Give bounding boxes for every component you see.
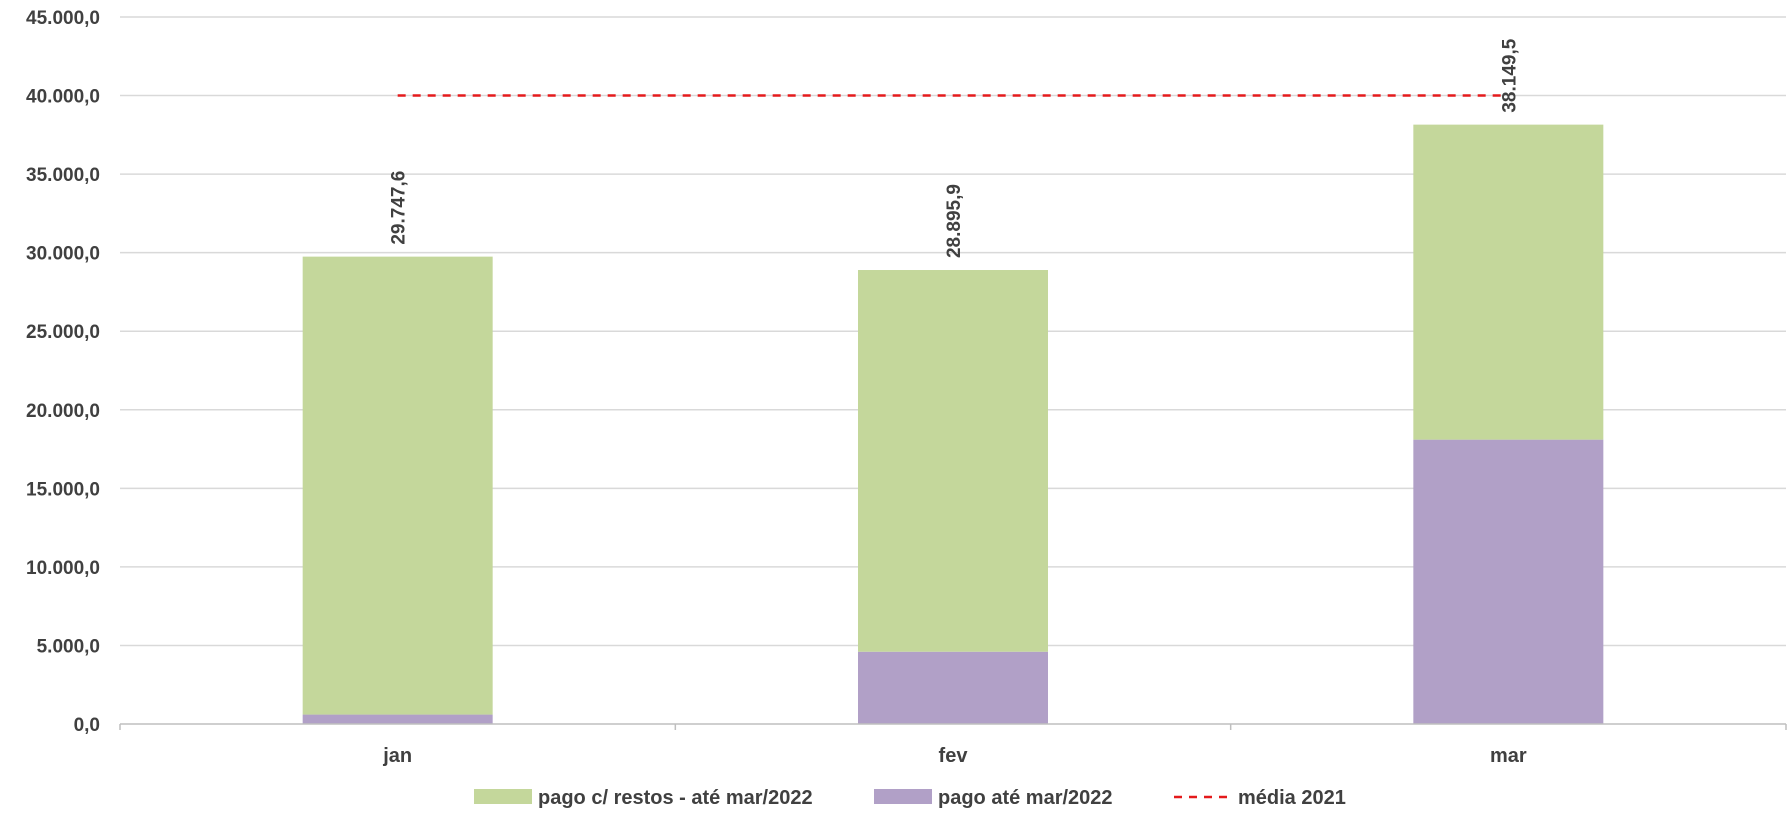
- y-tick-label: 35.000,0: [26, 165, 100, 186]
- total-data-label: 29.747,6: [389, 171, 410, 245]
- y-tick-label: 5.000,0: [37, 636, 100, 657]
- y-tick-label: 10.000,0: [26, 558, 100, 579]
- legend: pago c/ restos - até mar/2022 pago até ma…: [474, 787, 1346, 809]
- legend-swatch: [474, 789, 532, 804]
- y-axis-tick-labels: 0,0 5.000,0 10.000,0 15.000,0 20.000,0 25.000…: [26, 8, 100, 736]
- x-category-label: fev: [939, 745, 969, 767]
- y-tick-label: 45.000,0: [26, 8, 100, 29]
- bar-mar-series-0: [1413, 439, 1604, 724]
- bar-jan-series-1: [302, 256, 493, 715]
- x-axis: [119, 723, 1787, 730]
- y-tick-label: 25.000,0: [26, 322, 100, 343]
- y-tick-label: 15.000,0: [26, 479, 100, 500]
- legend-entry-label: pago c/ restos - até mar/2022: [538, 787, 813, 809]
- legend-entry-label: média 2021: [1238, 787, 1346, 809]
- bars: [302, 124, 1604, 724]
- data-labels: 29.747,6 28.895,9 38.149,5: [389, 38, 1521, 258]
- bar-fev-series-1: [858, 270, 1048, 652]
- legend-swatch: [874, 789, 932, 804]
- total-data-label: 28.895,9: [944, 184, 965, 258]
- x-category-label: mar: [1490, 745, 1527, 767]
- y-tick-label: 20.000,0: [26, 401, 100, 422]
- bar-mar-series-1: [1413, 124, 1604, 440]
- y-tick-label: 0,0: [74, 715, 100, 736]
- bar-fev-series-0: [858, 651, 1048, 724]
- y-tick-label: 30.000,0: [26, 244, 100, 265]
- x-category-label: jan: [382, 745, 412, 767]
- total-data-label: 38.149,5: [1499, 38, 1520, 112]
- legend-entry-label: pago até mar/2022: [938, 787, 1113, 809]
- y-tick-label: 40.000,0: [26, 87, 100, 108]
- bar-jan-series-0: [302, 714, 493, 724]
- x-axis-category-labels: jan fev mar: [382, 745, 1527, 767]
